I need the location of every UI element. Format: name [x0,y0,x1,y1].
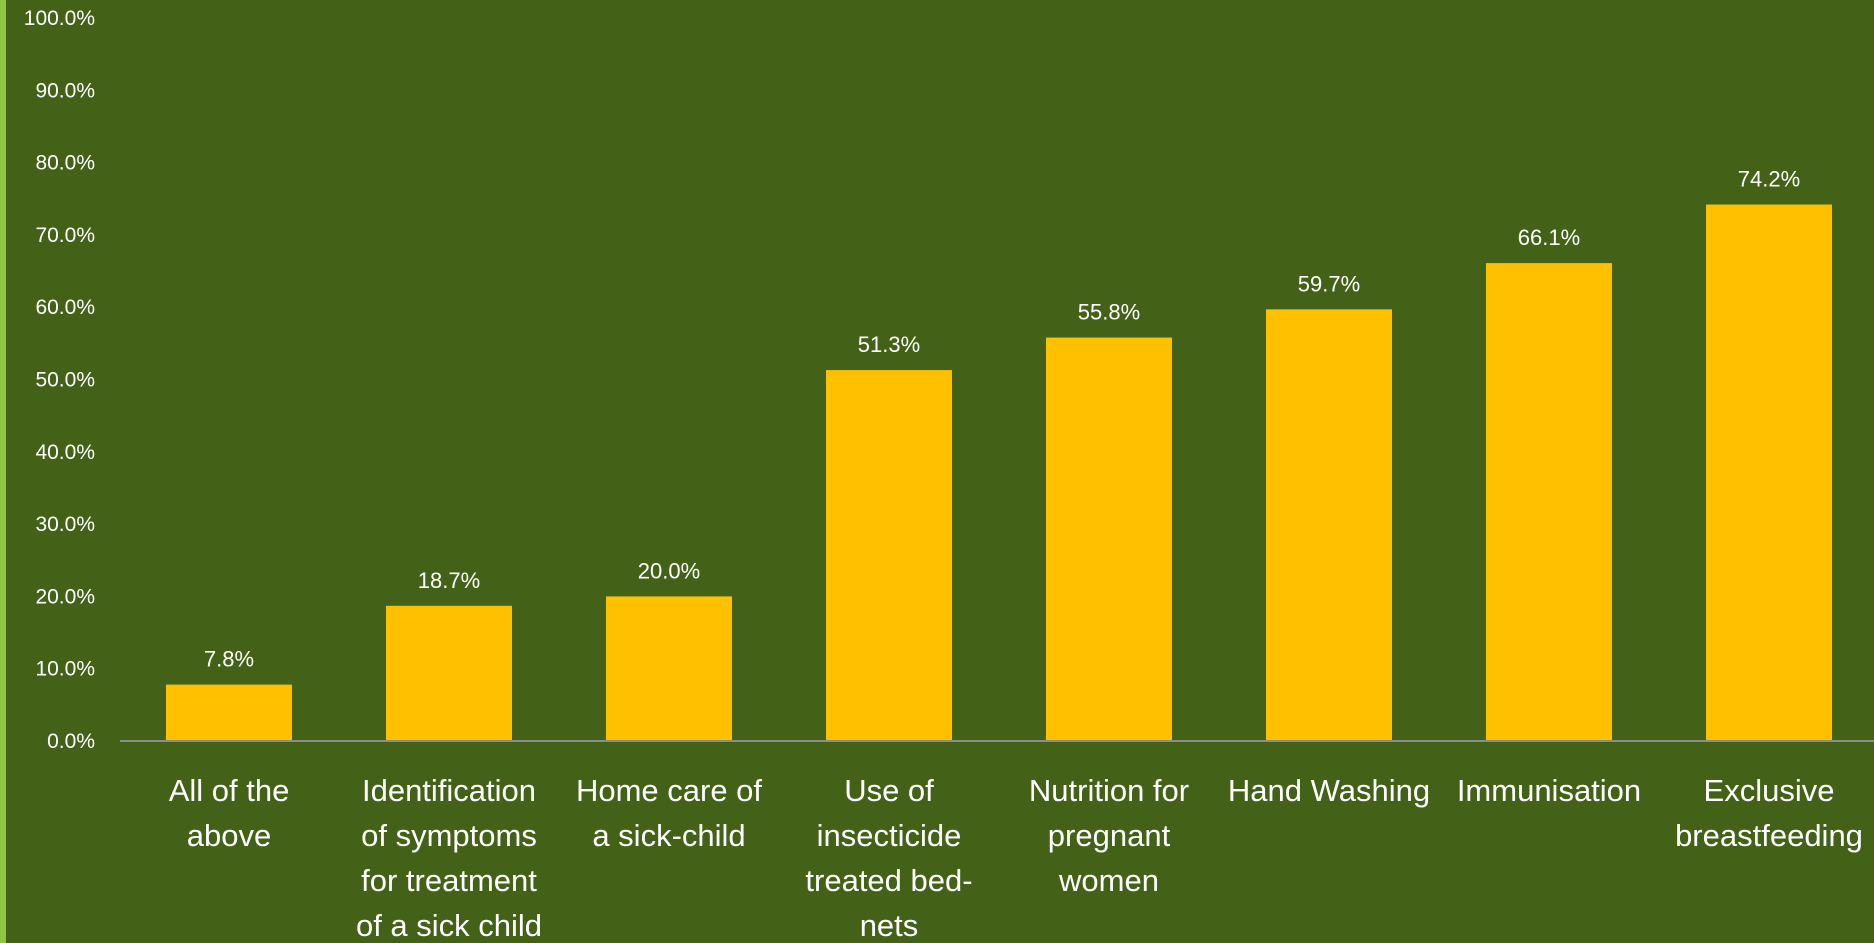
x-category-label-line: above [187,818,271,853]
data-label: 20.0% [638,558,700,583]
x-category-label-line: of symptoms [361,818,537,853]
x-category-label: Exclusive breastfeeding [1675,773,1863,853]
x-category-label: Nutrition for pregnant women [1029,773,1189,898]
data-label: 59.7% [1298,271,1360,296]
x-category-label-line: treated bed- [805,863,972,898]
x-category-label-line: nets [860,908,919,943]
bars [166,204,1832,741]
bar [166,684,292,741]
bar [1266,309,1392,741]
data-label: 7.8% [204,647,254,672]
x-category-label-line: a sick-child [592,818,745,853]
x-category-label-line: Immunisation [1457,773,1641,808]
x-category-label-line: breastfeeding [1675,818,1863,853]
bar [826,370,952,741]
y-tick-label: 40.0% [35,441,95,464]
data-label: 18.7% [418,568,480,593]
y-tick-label: 0.0% [47,730,95,753]
x-category-label: Hand Washing [1228,773,1430,808]
data-label: 55.8% [1078,300,1140,325]
y-tick-label: 30.0% [35,513,95,536]
y-tick-label: 50.0% [35,369,95,392]
y-tick-label: 10.0% [35,658,95,681]
x-category-label: Immunisation [1457,773,1641,808]
x-category-label: All of the above [169,773,290,853]
x-category-label-line: Home care of [576,773,762,808]
x-category-label-line: of a sick child [356,908,542,943]
data-label: 51.3% [858,332,920,357]
y-tick-label: 70.0% [35,224,95,247]
x-category-label-line: Use of [844,773,934,808]
x-category-label-line: for treatment [361,863,537,898]
x-category-label-line: Nutrition for [1029,773,1189,808]
x-category-label-line: pregnant [1048,818,1171,853]
y-tick-label: 20.0% [35,585,95,608]
bar [1486,263,1612,741]
x-category-label: Home care of a sick-child [576,773,762,853]
y-tick-label: 90.0% [35,79,95,102]
y-axis-ticks: 0.0% 10.0% 20.0% 30.0% 40.0% 50.0% 60.0% 70.0% 8… [24,7,95,753]
x-axis-category-labels: All of the above Identification of symptoms… [169,773,1863,943]
x-category-label-line: Hand Washing [1228,773,1430,808]
x-category-label-line: insecticide [817,818,962,853]
y-tick-label: 100.0% [24,7,95,30]
bar [386,605,512,741]
bar [1706,204,1832,741]
bar [1046,337,1172,741]
bar-chart: 0.0% 10.0% 20.0% 30.0% 40.0% 50.0% 60.0% 70.0% 8… [24,7,1874,943]
x-category-label-line: Identification [362,773,536,808]
x-category-label: Use of insecticide treated bed-nets [805,773,972,943]
x-category-label-line: women [1058,863,1159,898]
bar [606,596,732,741]
data-labels: 7.8% 18.7% 20.0% 51.3% 55.8% 59.7% 66.1% 74.2% [204,167,1800,672]
x-category-label-line: Exclusive [1704,773,1835,808]
y-tick-label: 60.0% [35,296,95,319]
y-tick-label: 80.0% [35,152,95,175]
data-label: 74.2% [1738,167,1800,192]
x-category-label: Identification of symptoms for treatment of… [356,773,542,943]
x-category-label-line: All of the [169,773,290,808]
data-label: 66.1% [1518,225,1580,250]
